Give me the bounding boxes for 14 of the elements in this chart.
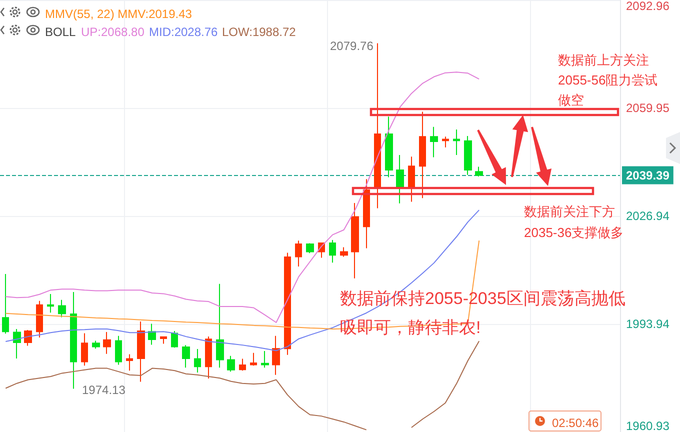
ref-line-label: 2039.39: [626, 168, 670, 182]
annotation: 1974.13: [82, 383, 126, 397]
y-tick-label: 2092.96: [626, 0, 670, 13]
y-tick-label: 2026.94: [626, 209, 670, 224]
annotation: UP:2068.80: [81, 25, 145, 39]
annotation: MMV(55, 22) MMV:2019.43: [45, 7, 192, 21]
annotation: MID:2028.76: [149, 25, 218, 39]
y-tick-label: 1960.93: [626, 419, 670, 432]
text: 数据前关注下方2035-36支撑做多: [524, 204, 624, 240]
y-tick-label: 1993.94: [626, 316, 670, 331]
annotation: LOW:1988.72: [222, 25, 296, 39]
text: 02:50:46: [552, 416, 600, 430]
annotation: 2079.76: [330, 39, 374, 53]
annotation: BOLL: [45, 25, 76, 39]
